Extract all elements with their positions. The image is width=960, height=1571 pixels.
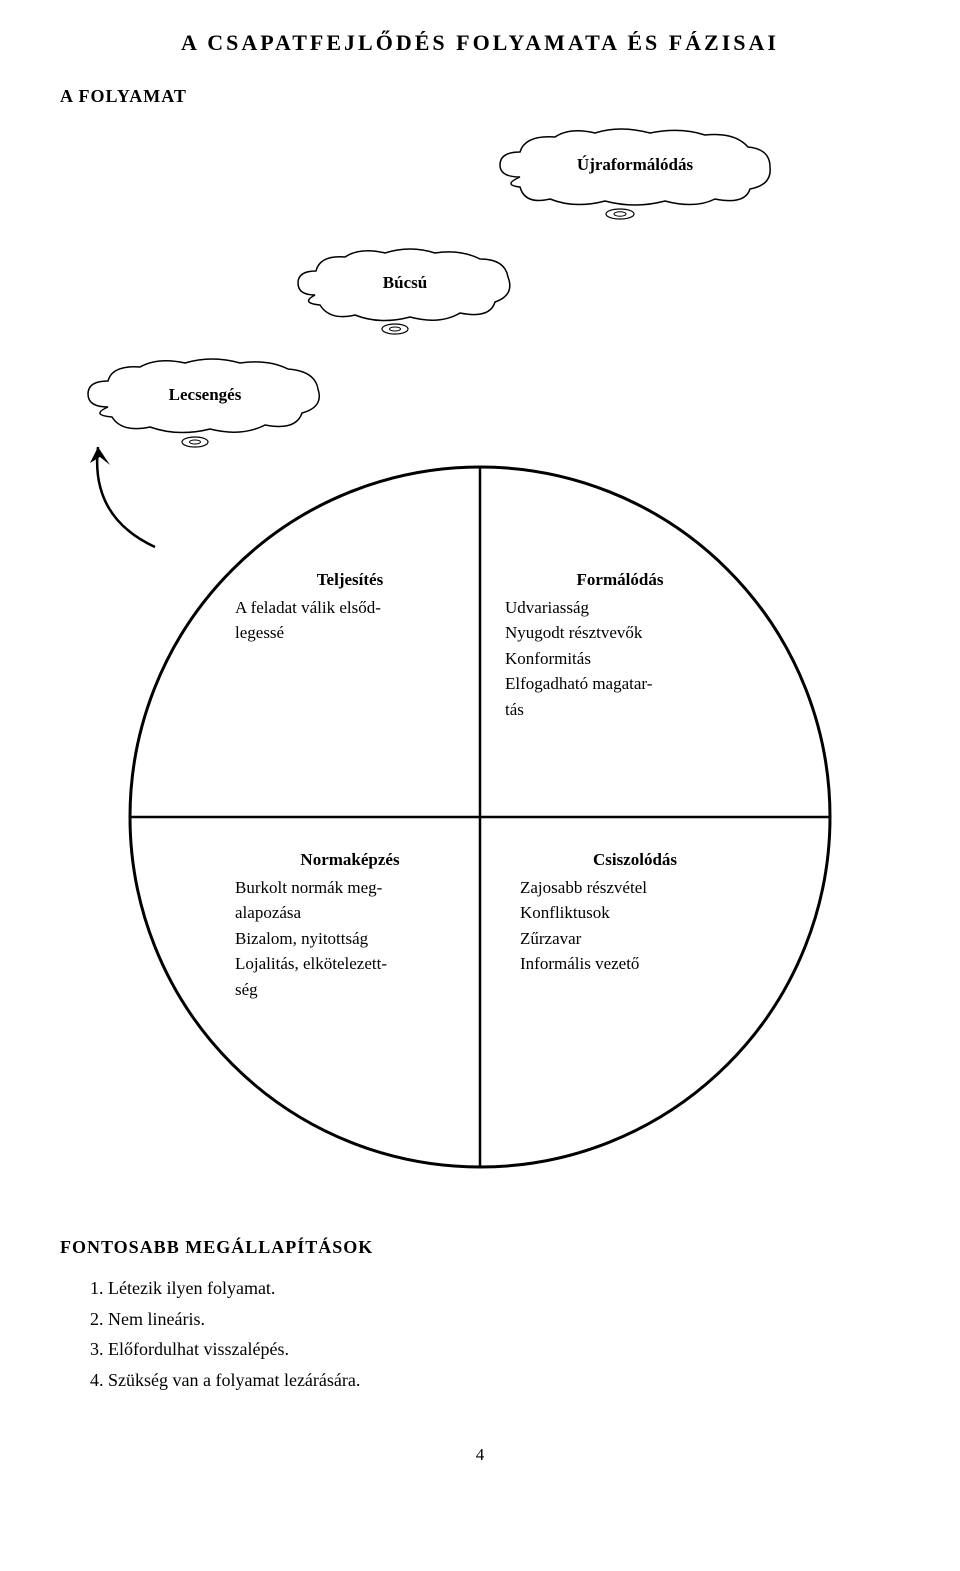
quadrant-line: Lojalitás, elkötelezett- (235, 951, 465, 977)
quadrant-line: Zűrzavar (520, 926, 750, 952)
cloud-label: Újraformálódás (490, 155, 780, 175)
quadrant-title: Formálódás (505, 567, 735, 593)
clouds-area: Újraformálódás Búcsú Lecsengés (60, 127, 900, 477)
quadrant-line: alapozása (235, 900, 465, 926)
quadrant-line: Udvariasság (505, 595, 735, 621)
quadrant-line: tás (505, 697, 735, 723)
quadrant-line: ség (235, 977, 465, 1003)
findings-section: FONTOSABB MEGÁLLAPÍTÁSOK 1. Létezik ilye… (60, 1237, 900, 1395)
page-title: A CSAPATFEJLŐDÉS FOLYAMATA ÉS FÁZISAI (60, 30, 900, 56)
list-item: 2. Nem lineáris. (90, 1304, 900, 1335)
quadrant-line: Bizalom, nyitottság (235, 926, 465, 952)
quadrant-formalodas: Formálódás Udvariasság Nyugodt résztvevő… (505, 567, 735, 722)
page-number: 4 (60, 1445, 900, 1465)
quadrant-normakepzes: Normaképzés Burkolt normák meg- alapozás… (235, 847, 465, 1002)
section-heading: A FOLYAMAT (60, 86, 900, 107)
quadrant-line: Zajosabb részvétel (520, 875, 750, 901)
quadrant-title: Teljesítés (235, 567, 465, 593)
quadrant-line: Burkolt normák meg- (235, 875, 465, 901)
circle-diagram: Teljesítés A feladat válik elsőd- legess… (120, 457, 840, 1177)
cloud-label: Búcsú (290, 273, 520, 293)
cloud-bucsu: Búcsú (290, 247, 520, 342)
cloud-ujraformalodas: Újraformálódás (490, 127, 780, 227)
cloud-label: Lecsengés (80, 385, 330, 405)
quadrant-teljesites: Teljesítés A feladat válik elsőd- legess… (235, 567, 465, 646)
quadrant-title: Normaképzés (235, 847, 465, 873)
quadrant-line: Elfogadható magatar- (505, 671, 735, 697)
quadrant-line: Konfliktusok (520, 900, 750, 926)
findings-list: 1. Létezik ilyen folyamat. 2. Nem lineár… (60, 1273, 900, 1395)
quadrant-line: legessé (235, 620, 465, 646)
list-item: 1. Létezik ilyen folyamat. (90, 1273, 900, 1304)
findings-title: FONTOSABB MEGÁLLAPÍTÁSOK (60, 1237, 900, 1258)
quadrant-line: A feladat válik elsőd- (235, 595, 465, 621)
quadrant-csiszolodas: Csiszolódás Zajosabb részvétel Konfliktu… (520, 847, 750, 977)
list-item: 4. Szükség van a folyamat lezárására. (90, 1365, 900, 1396)
quadrant-line: Nyugodt résztvevők (505, 620, 735, 646)
quadrant-line: Konformitás (505, 646, 735, 672)
quadrant-title: Csiszolódás (520, 847, 750, 873)
list-item: 3. Előfordulhat visszalépés. (90, 1334, 900, 1365)
quadrant-line: Informális vezető (520, 951, 750, 977)
